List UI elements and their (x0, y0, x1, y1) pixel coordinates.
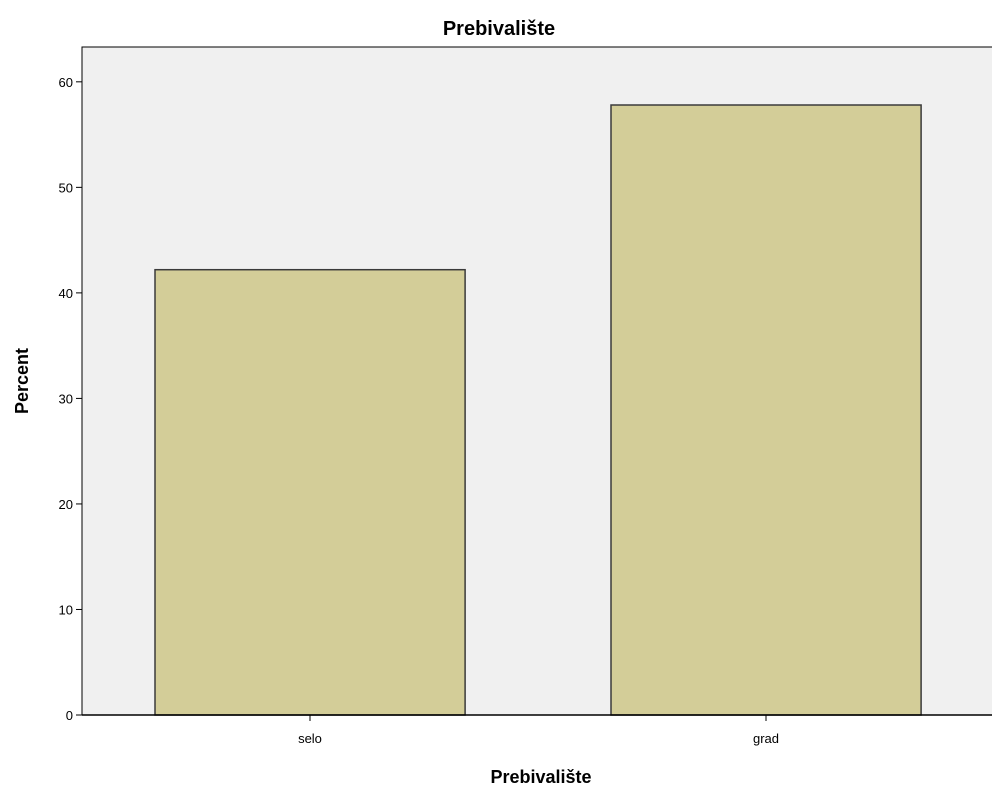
bar-grad (610, 104, 922, 716)
chart-title: Prebivalište (443, 18, 555, 40)
y-tick-label: 50 (59, 180, 73, 195)
y-tick-label: 40 (59, 286, 73, 301)
x-axis: selo grad (82, 714, 992, 746)
y-axis: 0 10 20 30 40 50 60 (59, 47, 83, 723)
y-tick-label: 20 (59, 497, 73, 512)
y-tick-label: 10 (59, 602, 73, 617)
x-tick-label-selo: selo (298, 731, 322, 746)
y-tick-label: 30 (59, 391, 73, 406)
bar-selo (154, 268, 466, 716)
y-tick-label: 60 (59, 75, 73, 90)
x-tick-label-grad: grad (753, 731, 779, 746)
y-axis-title: Percent (12, 348, 32, 414)
y-tick-label: 0 (66, 708, 73, 723)
x-axis-title: Prebivalište (490, 767, 591, 787)
